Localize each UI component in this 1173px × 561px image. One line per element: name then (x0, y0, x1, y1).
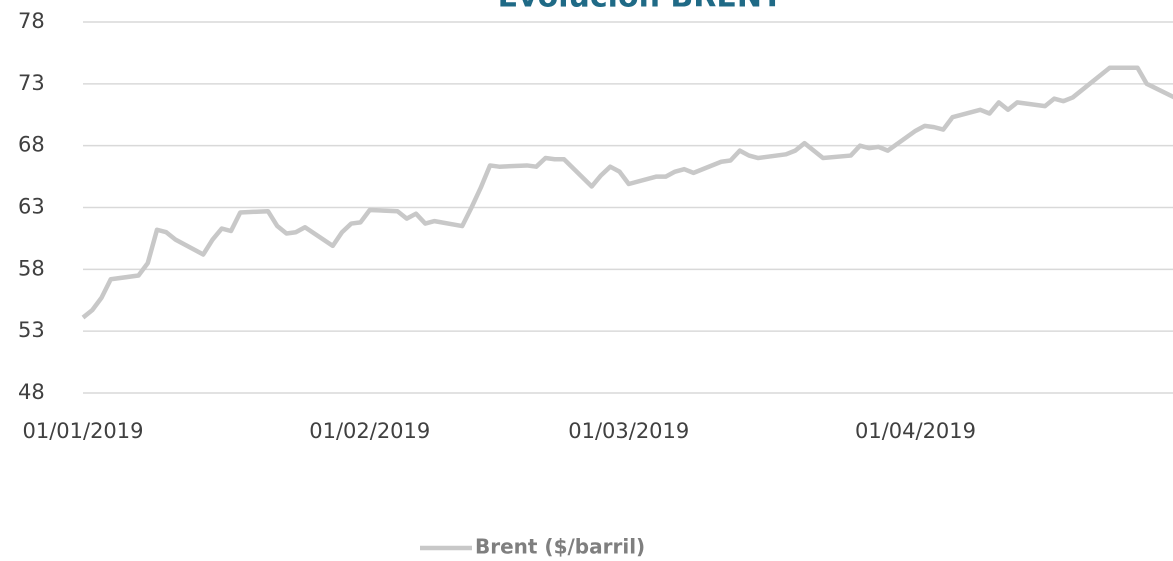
data-line (81, 65, 1173, 320)
x-tick-label: 01/04/2019 (855, 419, 976, 443)
y-tick-label: 78 (18, 9, 45, 33)
x-tick-label: 01/03/2019 (568, 419, 689, 443)
y-tick-label: 58 (18, 256, 45, 280)
y-tick-label: 48 (18, 380, 45, 404)
y-tick-label: 53 (18, 318, 45, 342)
chart-title: Evolución BRENT (498, 0, 783, 15)
y-tick-label: 73 (18, 71, 45, 95)
x-tick-label: 01/01/2019 (22, 419, 143, 443)
x-tick-label: 01/02/2019 (309, 419, 430, 443)
y-tick-label: 63 (18, 195, 45, 219)
y-tick-label: 68 (18, 133, 45, 157)
legend-label: Brent ($/barril) (475, 535, 645, 559)
